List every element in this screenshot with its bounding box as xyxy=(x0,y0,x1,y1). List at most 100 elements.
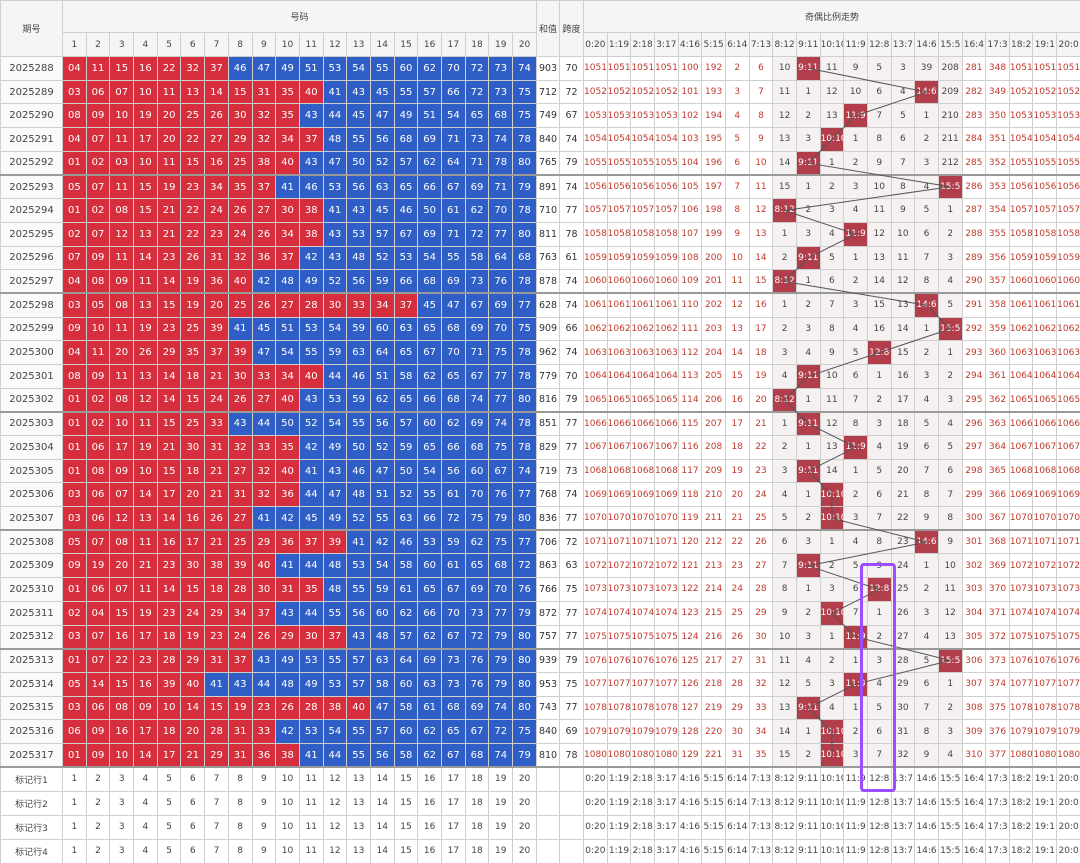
number-cell: 14 xyxy=(85,671,111,697)
miss-cell: 1073 xyxy=(583,577,608,602)
footer-ratio: 17:3 xyxy=(985,814,1010,840)
miss-cell: 5 xyxy=(937,292,963,318)
hit-cell: 10:10 xyxy=(819,127,845,152)
number-cell: 40 xyxy=(251,553,277,579)
number-cell: 09 xyxy=(85,363,111,389)
footer-number: 19 xyxy=(488,790,514,816)
number-cell: 57 xyxy=(393,150,419,176)
miss-cell: 2 xyxy=(795,742,821,768)
ratio-column-header: 3:17 xyxy=(653,32,679,57)
miss-cell: 23 xyxy=(890,529,916,555)
miss-cell: 11 xyxy=(772,647,797,673)
footer-number: 10 xyxy=(275,790,300,816)
miss-cell: 1 xyxy=(937,671,963,697)
number-cell: 55 xyxy=(369,506,395,531)
number-cell: 75 xyxy=(512,103,538,129)
number-cell: 08 xyxy=(62,103,87,129)
number-cell: 80 xyxy=(512,506,538,531)
span-cell: 77 xyxy=(559,600,585,626)
miss-cell: 1074 xyxy=(1032,600,1058,626)
number-cell: 67 xyxy=(441,742,466,768)
span-cell: 73 xyxy=(559,458,585,484)
number-cell: 02 xyxy=(85,410,111,436)
miss-cell: 298 xyxy=(961,458,987,484)
footer-label: 标记行1 xyxy=(0,766,63,792)
number-cell: 43 xyxy=(322,221,348,247)
miss-cell: 368 xyxy=(985,529,1010,555)
number-cell: 03 xyxy=(62,79,87,105)
footer-number: 5 xyxy=(156,814,182,840)
number-cell: 76 xyxy=(464,647,490,673)
number-cell: 63 xyxy=(346,340,371,365)
number-cell: 09 xyxy=(62,316,87,342)
miss-cell: 1057 xyxy=(1008,198,1034,223)
miss-cell: 26 xyxy=(724,624,750,650)
number-cell: 34 xyxy=(275,221,300,247)
footer-number: 18 xyxy=(464,838,490,863)
footer-number: 12 xyxy=(322,766,348,792)
number-cell: 48 xyxy=(275,269,300,294)
miss-cell: 21 xyxy=(748,410,774,436)
miss-cell: 1068 xyxy=(653,458,679,484)
miss-cell: 1074 xyxy=(630,600,655,626)
number-cell: 57 xyxy=(393,410,419,436)
number-cell: 22 xyxy=(180,198,206,223)
issue-cell: 2025314 xyxy=(0,671,63,697)
number-cell: 60 xyxy=(369,316,395,342)
number-cell: 37 xyxy=(298,529,324,555)
number-cell: 64 xyxy=(369,340,395,365)
number-cell: 43 xyxy=(346,624,371,650)
miss-cell: 6 xyxy=(772,529,797,555)
number-cell: 41 xyxy=(346,529,371,555)
miss-cell: 1079 xyxy=(1008,719,1034,744)
sum-cell: 749 xyxy=(536,103,561,129)
miss-cell: 1075 xyxy=(1056,624,1080,650)
miss-cell: 1 xyxy=(866,363,892,389)
miss-cell: 221 xyxy=(701,742,726,768)
number-cell: 11 xyxy=(109,173,135,200)
number-cell: 31 xyxy=(227,719,253,744)
number-cell: 44 xyxy=(251,410,277,436)
number-cell: 48 xyxy=(369,624,395,650)
footer-number: 17 xyxy=(441,790,466,816)
number-cell: 04 xyxy=(62,269,87,294)
sum-cell: 811 xyxy=(536,221,561,247)
hit-cell: 8:12 xyxy=(772,387,797,413)
miss-cell: 4 xyxy=(937,410,963,436)
miss-cell: 281 xyxy=(961,56,987,81)
miss-cell: 1061 xyxy=(653,292,679,318)
footer-ratio: 19:1 xyxy=(1032,838,1058,863)
miss-cell: 6 xyxy=(866,482,892,508)
number-cell: 33 xyxy=(251,435,277,460)
miss-cell: 371 xyxy=(985,600,1010,626)
number-cell: 09 xyxy=(133,695,158,721)
number-cell: 41 xyxy=(298,742,324,768)
miss-cell: 3 xyxy=(819,577,845,602)
number-cell: 69 xyxy=(464,173,490,200)
miss-cell: 4 xyxy=(866,435,892,460)
number-cell: 79 xyxy=(512,742,538,768)
number-cell: 55 xyxy=(369,56,395,81)
number-cell: 54 xyxy=(441,103,466,129)
miss-cell: 1069 xyxy=(630,482,655,508)
miss-cell: 11 xyxy=(772,79,797,105)
footer-ratio: 7:13 xyxy=(748,838,774,863)
miss-cell: 31 xyxy=(748,647,774,673)
number-cell: 57 xyxy=(346,647,371,673)
number-cell: 68 xyxy=(488,103,514,129)
footer-ratio: 16:4 xyxy=(961,766,987,792)
miss-cell: 15 xyxy=(772,742,797,768)
miss-cell: 209 xyxy=(937,79,963,105)
ratio-column-header: 15:5 xyxy=(937,32,963,57)
footer-number: 12 xyxy=(322,838,348,863)
number-cell: 20 xyxy=(180,482,206,508)
miss-cell: 8 xyxy=(843,410,868,436)
number-cell: 39 xyxy=(322,529,348,555)
number-cell: 07 xyxy=(85,647,111,673)
miss-cell: 3 xyxy=(843,292,868,318)
number-cell: 69 xyxy=(464,410,490,436)
hit-cell: 15:5 xyxy=(937,173,963,200)
number-cell: 45 xyxy=(346,103,371,129)
number-cell: 62 xyxy=(464,529,490,555)
miss-cell: 17 xyxy=(890,387,916,413)
